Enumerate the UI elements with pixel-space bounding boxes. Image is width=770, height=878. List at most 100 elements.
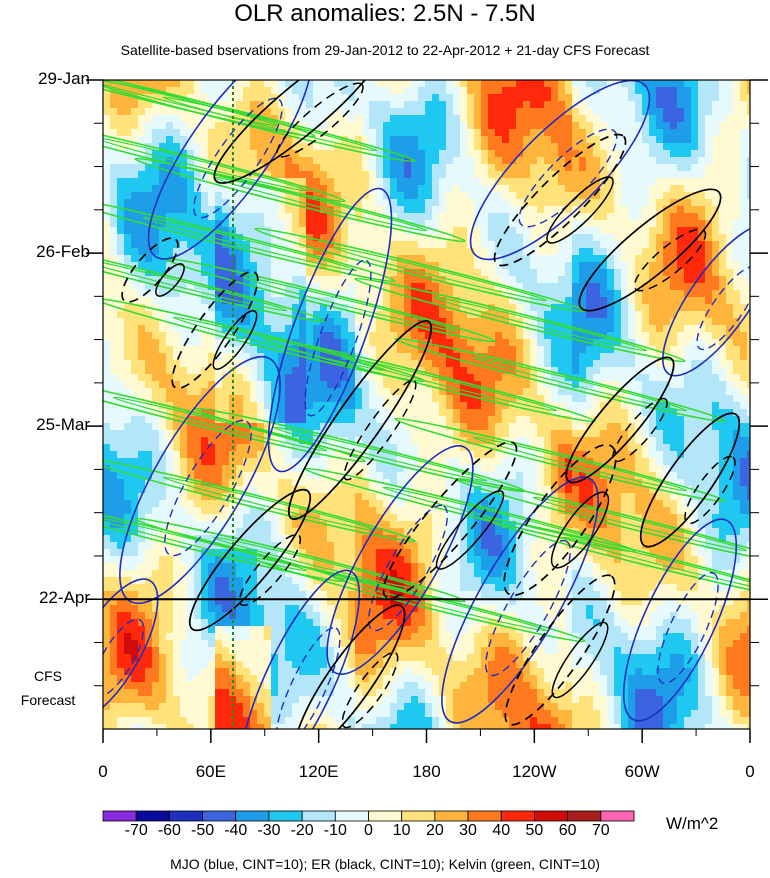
kelvin-contour bbox=[103, 80, 316, 138]
mjo-contour bbox=[103, 578, 159, 722]
colorbar-label: 40 bbox=[492, 822, 511, 839]
colorbar-swatch bbox=[202, 810, 237, 822]
kelvin-contour bbox=[332, 246, 548, 302]
er-contour bbox=[155, 263, 185, 297]
mjo-contour bbox=[164, 419, 252, 557]
er-contour bbox=[121, 237, 179, 303]
colorbar-swatch bbox=[135, 810, 170, 822]
colorbar-label: -40 bbox=[224, 822, 248, 839]
y-tick-label: 25-Mar bbox=[36, 415, 90, 435]
x-tick-label: 60E bbox=[195, 762, 226, 781]
kelvin-contour bbox=[254, 557, 586, 643]
forecast-label: CFS Forecast bbox=[0, 664, 96, 712]
mjo-contour bbox=[326, 445, 474, 675]
er-contour bbox=[341, 651, 399, 729]
colorbar-label: -70 bbox=[124, 822, 148, 839]
forecast-label-line1: CFS bbox=[34, 668, 62, 684]
mjo-contour bbox=[657, 571, 719, 685]
x-tick-label: 120E bbox=[298, 762, 339, 781]
colorbar-swatch bbox=[534, 810, 569, 822]
colorbar-swatch bbox=[467, 810, 502, 822]
er-contour bbox=[212, 310, 258, 370]
er-contour bbox=[343, 379, 417, 481]
mjo-contour bbox=[469, 80, 651, 261]
forecast-label-line2: Forecast bbox=[20, 692, 76, 708]
er-contour bbox=[435, 490, 505, 570]
kelvin-contour bbox=[264, 337, 596, 423]
wave-filter-contours bbox=[103, 80, 750, 729]
kelvin-contour bbox=[532, 496, 748, 552]
kelvin-contour bbox=[103, 136, 308, 192]
kelvin-contour bbox=[112, 396, 328, 452]
er-contour bbox=[565, 356, 675, 484]
colorbar-label: 50 bbox=[525, 822, 544, 839]
kelvin-contour bbox=[103, 516, 308, 572]
colorbar-label: 0 bbox=[364, 822, 373, 839]
mjo-contour bbox=[193, 97, 283, 219]
kelvin-contour bbox=[103, 256, 288, 312]
colorbar-swatch bbox=[401, 810, 436, 822]
kelvin-contour bbox=[103, 377, 366, 463]
er-contour bbox=[276, 82, 364, 158]
er-contour bbox=[294, 604, 406, 729]
contour-legend-note: MJO (blue, CINT=10); ER (black, CINT=10)… bbox=[170, 856, 600, 872]
kelvin-contour bbox=[354, 277, 686, 363]
er-contour bbox=[504, 574, 616, 726]
x-tick-label: 0 bbox=[98, 762, 108, 781]
kelvin-contour bbox=[242, 276, 458, 332]
colorbar-swatch bbox=[368, 810, 403, 822]
colorbar-label: 20 bbox=[425, 822, 444, 839]
colorbar-label: -10 bbox=[323, 822, 347, 839]
kelvin-contour bbox=[162, 96, 378, 152]
colorbar bbox=[102, 810, 635, 822]
colorbar-swatch bbox=[102, 810, 137, 822]
mjo-contour bbox=[267, 187, 393, 473]
colorbar-units: W/m^2 bbox=[666, 814, 719, 833]
er-contour bbox=[382, 441, 518, 599]
kelvin-contour bbox=[394, 337, 726, 423]
mjo-contour bbox=[239, 569, 361, 729]
colorbar-label: -60 bbox=[157, 822, 181, 839]
er-contour bbox=[546, 176, 614, 244]
kelvin-contour bbox=[103, 457, 416, 543]
er-contour bbox=[578, 188, 722, 312]
er-contour bbox=[639, 412, 741, 548]
kelvin-contour bbox=[472, 436, 688, 492]
kelvin-contour bbox=[212, 176, 428, 232]
kelvin-contour bbox=[484, 517, 750, 603]
mjo-contour bbox=[147, 80, 313, 260]
colorbar-swatch bbox=[600, 810, 635, 822]
x-tick-label: 180 bbox=[412, 762, 441, 781]
x-tick-label: 0 bbox=[745, 762, 755, 781]
colorbar-label: -20 bbox=[290, 822, 314, 839]
er-contour bbox=[612, 397, 668, 463]
mjo-contour bbox=[622, 518, 738, 722]
kelvin-contour bbox=[103, 80, 278, 127]
colorbar-swatch bbox=[434, 810, 469, 822]
colorbar-label: 10 bbox=[392, 822, 411, 839]
mjo-contour bbox=[696, 265, 750, 351]
kelvin-contour bbox=[342, 356, 558, 412]
er-contour bbox=[550, 491, 610, 569]
colorbar-label: 70 bbox=[591, 822, 610, 839]
er-contour bbox=[171, 270, 259, 390]
kelvin-contour bbox=[134, 157, 466, 243]
er-contour bbox=[238, 533, 302, 607]
chart-title: OLR anomalies: 2.5N - 7.5N bbox=[234, 0, 536, 27]
kelvin-contour bbox=[103, 497, 346, 583]
x-tick-label: 120W bbox=[512, 762, 557, 781]
mjo-contour bbox=[275, 627, 341, 729]
colorbar-swatch bbox=[334, 810, 369, 822]
y-tick-label: 26-Feb bbox=[36, 242, 90, 262]
kelvin-contour bbox=[142, 216, 358, 272]
er-contour bbox=[288, 320, 432, 520]
colorbar-swatch bbox=[301, 810, 336, 822]
er-contour bbox=[188, 488, 312, 632]
kelvin-contour bbox=[162, 476, 378, 532]
colorbar-swatch bbox=[500, 810, 535, 822]
mjo-contour bbox=[367, 504, 449, 632]
mjo-contour bbox=[441, 476, 599, 724]
er-contour bbox=[213, 80, 387, 184]
colorbar-label: 30 bbox=[459, 822, 477, 839]
colorbar-swatch bbox=[168, 810, 203, 822]
